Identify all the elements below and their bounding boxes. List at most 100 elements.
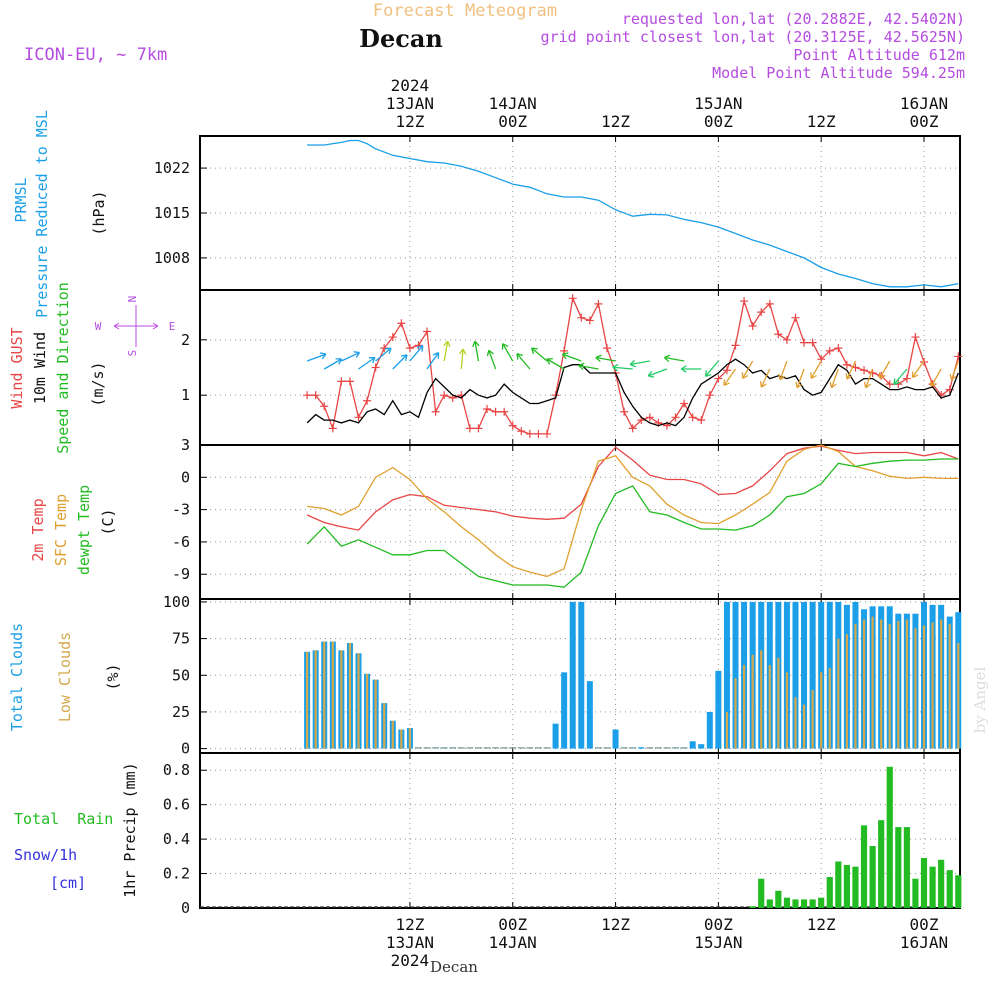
panel-1: 1008 1015 1022	[154, 135, 961, 291]
wind-arrow-head	[501, 343, 509, 350]
low-clouds-bar	[331, 641, 334, 749]
wind-arrow	[458, 348, 467, 370]
total-clouds-bar	[432, 747, 440, 749]
rain-bar	[843, 864, 850, 908]
low-clouds-bar	[820, 672, 823, 749]
wind-arrow-shaft	[323, 358, 342, 370]
low-clouds-bar	[408, 728, 412, 749]
wind-arrow-head	[595, 354, 602, 363]
y-tick-label: 1	[181, 386, 190, 404]
low-clouds-bar	[374, 679, 377, 749]
y-tick-label: -6	[172, 533, 190, 551]
wind-arrow-head	[368, 356, 376, 364]
total-clouds-bar	[629, 747, 637, 749]
time-label: 13JAN	[386, 94, 434, 113]
rain-bar	[912, 878, 919, 908]
wind-arrow	[409, 345, 424, 362]
low-clouds-bar	[845, 634, 849, 749]
wind-arrow-shaft	[516, 353, 531, 370]
gust-series-point	[714, 374, 723, 383]
low-clouds-bar	[777, 657, 780, 749]
time-label: 14JAN	[489, 94, 537, 113]
pressure-series	[307, 139, 959, 288]
gust-series-point	[800, 338, 809, 347]
wind-arrow-head	[458, 348, 467, 355]
prmsl-desc-label: Pressure Reduced to MSL	[33, 110, 51, 318]
gust-series-point	[431, 407, 440, 416]
wind-arrow-shaft	[531, 347, 548, 362]
wind-arrow-head	[893, 378, 900, 385]
wind-arrow-head	[863, 381, 871, 389]
wind-arrow-head	[561, 352, 569, 360]
gust-series-point	[620, 407, 629, 416]
wind-arrow-head	[516, 353, 523, 360]
low-clouds-bar	[880, 619, 883, 749]
wind-arrow	[863, 368, 874, 389]
y-tick-label: 0.8	[163, 761, 190, 779]
wind-arrow-shaft	[742, 360, 754, 379]
gust-series-point	[825, 346, 834, 355]
gust-series-point	[303, 391, 312, 400]
y-tick-label: 50	[172, 666, 190, 684]
wind-arrow-head	[704, 370, 712, 377]
gust-series-point	[740, 297, 749, 306]
total-clouds-bar	[732, 601, 739, 749]
gust-series-point	[337, 377, 346, 386]
wind-arrow-head	[829, 381, 837, 389]
total-clouds-bar	[680, 747, 688, 749]
gust-series-point	[311, 391, 320, 400]
total-clouds-bar	[517, 747, 525, 749]
total-clouds-bar	[440, 747, 448, 749]
gust-series-point	[594, 299, 603, 308]
wind-arrow-shaft	[647, 368, 668, 377]
temp-labels: 2m Temp SFC Temp dewpt Temp (C)	[29, 485, 117, 575]
low-clouds-bar	[323, 641, 326, 749]
total-clouds-bar	[500, 747, 508, 749]
snow-label: Snow/1h	[14, 846, 77, 864]
wind-arrow-shaft	[723, 368, 737, 386]
wind-arrow	[561, 352, 582, 362]
wind-arrow-head	[472, 340, 480, 348]
gust-series-point	[371, 363, 380, 372]
model-label: ICON-EU, ~ 7km	[24, 45, 167, 65]
y-tick-label: 0	[181, 899, 190, 917]
total-clouds-label: Total Clouds	[8, 623, 26, 731]
total-clouds-bar	[569, 601, 576, 749]
time-label: 12Z	[807, 112, 836, 131]
wind-gust-label: Wind GUST	[8, 327, 26, 408]
y-tick-label: 75	[172, 630, 190, 648]
gust-series-point	[731, 341, 740, 350]
wind-arrow-shaft	[950, 360, 959, 381]
wind-arrow-head	[795, 381, 803, 389]
total-clouds-bar	[646, 747, 654, 749]
low-clouds-bar	[365, 673, 369, 749]
point-altitude: Point Altitude 612m	[793, 46, 965, 64]
wind-arrow-head	[612, 363, 619, 372]
wind-arrow-head	[629, 359, 636, 368]
gust-series-point	[577, 313, 586, 322]
y-tick-label: 0.2	[163, 865, 190, 883]
total-clouds-bar	[586, 681, 593, 749]
total-rain-label: Total Rain	[14, 810, 113, 828]
wind-arrow	[501, 343, 514, 362]
y-tick-label: 1022	[154, 159, 190, 177]
gust-series-point	[405, 344, 414, 353]
wind-arrow-shaft	[612, 366, 633, 370]
wind-arrow	[759, 368, 771, 388]
low-clouds-bar	[854, 623, 857, 749]
gust-series-point	[774, 330, 783, 339]
low-clouds-bar	[314, 650, 317, 749]
wind-arrow-shaft	[358, 356, 376, 370]
total-clouds-bar	[706, 711, 713, 749]
low-clouds-bar	[922, 625, 926, 749]
total-clouds-bar	[603, 747, 611, 749]
total-clouds-bar	[654, 747, 662, 749]
panel-frame	[199, 752, 961, 909]
total-clouds-bar	[612, 729, 619, 749]
low-clouds-bar	[957, 643, 960, 749]
gust-series-point	[517, 427, 526, 436]
wind-arrow-shaft	[488, 349, 497, 370]
rain-bar	[818, 897, 825, 908]
